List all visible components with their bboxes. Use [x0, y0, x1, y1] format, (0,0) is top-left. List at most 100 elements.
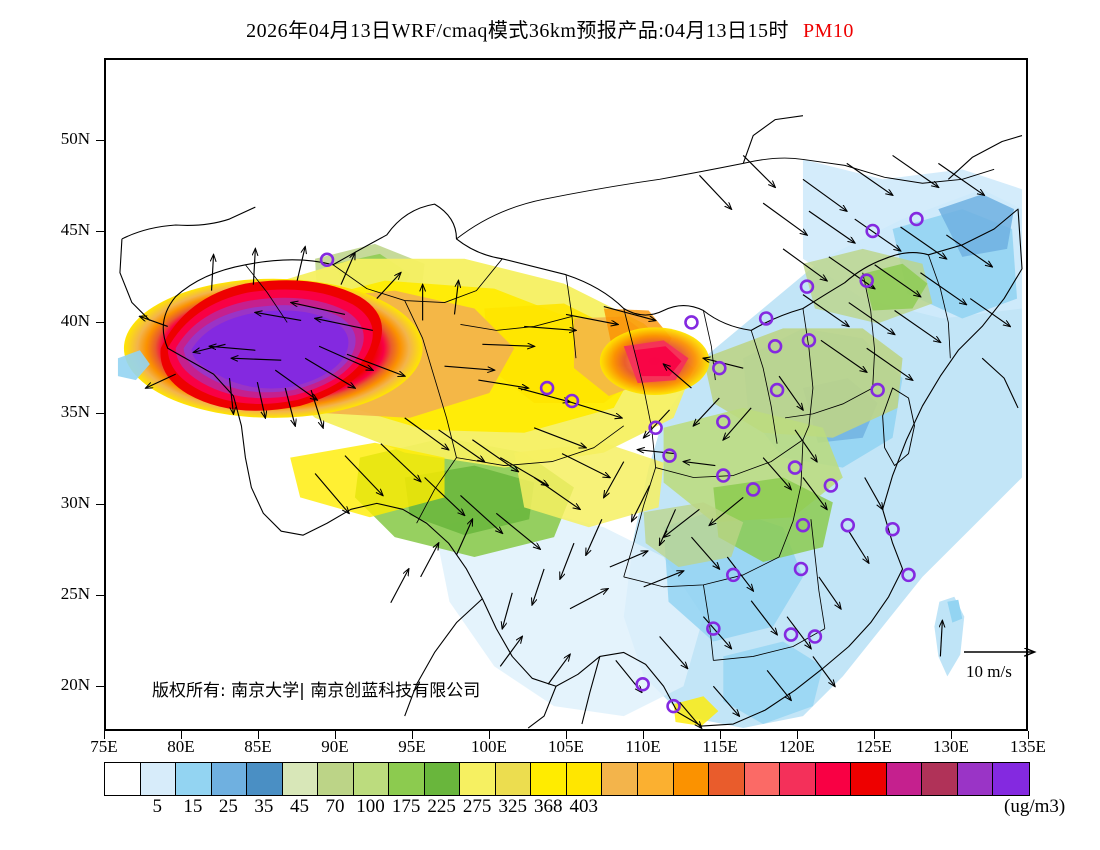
station-marker [635, 677, 650, 692]
x-axis-tick-label: 120E [779, 737, 815, 756]
colorbar-swatch [566, 763, 603, 795]
copyright-notice: 版权所有: 南京大学| 南京创蓝科技有限公司 [152, 681, 481, 701]
concentration-field [117, 159, 1023, 729]
station-marker [787, 460, 803, 475]
colorbar-swatch [176, 763, 212, 795]
y-axis-tick [96, 412, 104, 414]
station-marker [767, 339, 783, 354]
station-marker [901, 567, 916, 583]
station-marker [666, 698, 681, 714]
colorbar-swatch [886, 763, 923, 795]
colorbar-swatch [780, 763, 816, 795]
station-marker [726, 567, 741, 583]
y-axis-tick [96, 503, 104, 505]
title-main-text: 2026年04月13日WRF/cmaq模式36km预报产品:04月13日15时 [246, 20, 789, 42]
colorbar-swatch [389, 763, 425, 795]
colorbar-tick-label: 25 [218, 796, 238, 817]
colorbar-swatch [211, 763, 248, 795]
station-marker [769, 382, 785, 398]
colorbar-swatch [424, 763, 461, 795]
colorbar-swatch [247, 763, 283, 795]
colorbar-tick-label: 403 [569, 796, 599, 817]
colorbar-tick-label: 5 [152, 796, 163, 817]
field-plume-inner-mongolia [599, 327, 710, 395]
station-marker [319, 252, 335, 268]
y-axis-tick [96, 230, 104, 232]
colorbar-tick-label: 225 [427, 796, 456, 817]
x-axis-tick [104, 731, 105, 739]
station-markers [319, 211, 924, 714]
colorbar-swatch [602, 763, 638, 795]
colorbar-swatch [709, 763, 745, 795]
y-axis-tick-label: 35N [60, 401, 90, 421]
station-marker [758, 311, 774, 326]
y-axis-tick-label: 25N [60, 583, 90, 603]
x-axis-tick [720, 731, 721, 739]
colorbar-swatch [282, 763, 319, 795]
station-marker [706, 621, 721, 636]
x-axis-tick [797, 731, 798, 739]
y-axis-tick-label: 45N [60, 219, 90, 239]
field-patch-hainan [673, 696, 719, 727]
map-borders [119, 115, 1023, 729]
x-axis-tick [181, 731, 182, 739]
colorbar-swatch [637, 763, 674, 795]
station-marker [840, 517, 856, 533]
x-axis-tick-label: 135E [1010, 737, 1046, 756]
station-marker [799, 279, 815, 294]
colorbar-tick-label: 325 [498, 796, 527, 817]
station-marker [712, 360, 727, 376]
map-canvas [117, 115, 1023, 729]
colorbar-swatch [744, 763, 781, 795]
station-marker [795, 517, 811, 533]
x-axis-tick-label: 115E [702, 737, 738, 756]
station-marker [783, 627, 799, 642]
station-marker [859, 273, 874, 288]
x-axis-tick-label: 130E [933, 737, 969, 756]
colorbar-swatch [673, 763, 710, 795]
x-axis-tick [951, 731, 952, 739]
x-axis-tick [412, 731, 413, 739]
station-marker [662, 448, 677, 463]
colorbar-tick-label: 45 [289, 796, 309, 817]
wind-scale-arrow [964, 640, 1082, 664]
colorbar-swatch [851, 763, 887, 795]
x-axis-tick [489, 731, 490, 739]
colorbar-tick-label: 175 [391, 796, 421, 817]
x-axis-tick-label: 125E [856, 737, 892, 756]
station-marker [716, 468, 731, 483]
colorbar-tick-label: 35 [254, 796, 274, 817]
station-marker [801, 333, 817, 348]
x-axis-tick-label: 110E [625, 737, 661, 756]
station-marker [745, 482, 761, 497]
colorbar [104, 762, 1030, 796]
station-marker [564, 393, 580, 409]
y-axis-tick-label: 40N [60, 310, 90, 330]
colorbar-swatch [815, 763, 852, 795]
colorbar-tick-label: 275 [462, 796, 492, 817]
x-axis-tick-label: 105E [548, 737, 584, 756]
station-marker [909, 211, 924, 227]
y-axis-tick-label: 20N [60, 674, 90, 694]
title-species-text: PM10 [802, 20, 854, 42]
page-title: 2026年04月13日WRF/cmaq模式36km预报产品:04月13日15时 P… [0, 14, 1100, 43]
x-axis-tick-label: 85E [244, 737, 272, 756]
colorbar-tick-label: 368 [533, 796, 563, 817]
colorbar-tick-label: 70 [325, 796, 345, 817]
station-marker [684, 315, 699, 330]
station-marker [539, 380, 555, 396]
x-axis-tick [874, 731, 875, 739]
colorbar-swatch [495, 763, 532, 795]
station-marker [807, 629, 823, 644]
colorbar-tick-label: 15 [183, 796, 203, 817]
colorbar-swatch [105, 763, 141, 795]
y-axis-tick [96, 594, 104, 596]
map-plot-area [104, 58, 1028, 731]
colorbar-swatch [353, 763, 390, 795]
station-marker [793, 561, 809, 577]
station-marker [716, 414, 731, 430]
wind-scale-label: 10 m/s [966, 662, 1012, 681]
y-axis-tick [96, 139, 104, 141]
colorbar-tick-label: 100 [356, 796, 385, 817]
x-axis-tick-label: 90E [321, 737, 349, 756]
